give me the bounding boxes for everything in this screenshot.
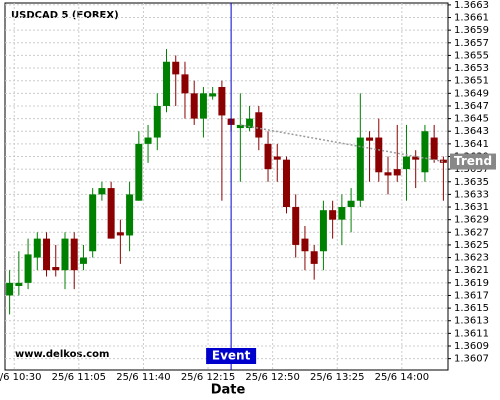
candle-body bbox=[384, 172, 392, 176]
candle-body bbox=[430, 137, 438, 160]
candle-body bbox=[412, 156, 420, 160]
candle-body bbox=[61, 238, 69, 271]
candle-body bbox=[246, 118, 254, 129]
x-tick-label: 25/6 12:50 bbox=[245, 372, 299, 383]
candle-body bbox=[264, 143, 272, 170]
y-tick-label: 1.3609 bbox=[454, 341, 489, 352]
y-tick-label: 1.3627 bbox=[454, 227, 489, 238]
candle-body bbox=[6, 282, 14, 296]
x-tick-label: 25/6 13:25 bbox=[310, 372, 364, 383]
x-tick-label: 25/6 12:15 bbox=[181, 372, 235, 383]
candle-body bbox=[218, 87, 226, 116]
candle-body bbox=[375, 137, 383, 173]
candle-body bbox=[163, 61, 171, 106]
y-tick-label: 1.3653 bbox=[454, 63, 489, 74]
y-tick-label: 1.3625 bbox=[454, 240, 489, 251]
candle-body bbox=[310, 251, 318, 264]
candle-body bbox=[292, 207, 300, 245]
candle-body bbox=[190, 93, 198, 119]
candle-body bbox=[439, 159, 447, 163]
candle-body bbox=[356, 137, 364, 201]
y-tick-label: 1.3613 bbox=[454, 316, 489, 327]
y-tick-label: 1.3645 bbox=[454, 114, 489, 125]
candle-body bbox=[347, 200, 355, 208]
x-tick-label: 25/6 10:30 bbox=[0, 372, 41, 383]
watermark: www.delkos.com bbox=[15, 349, 109, 360]
candle-body bbox=[107, 188, 115, 239]
trend-label: Trend bbox=[454, 154, 492, 168]
x-tick-label: 25/6 11:05 bbox=[52, 372, 106, 383]
y-tick-label: 1.3651 bbox=[454, 76, 489, 87]
candle-body bbox=[181, 74, 189, 94]
y-tick-label: 1.3635 bbox=[454, 177, 489, 188]
candle-body bbox=[126, 194, 134, 236]
candle-body bbox=[393, 169, 401, 176]
y-tick-label: 1.3611 bbox=[454, 328, 489, 339]
candle-body bbox=[43, 238, 51, 271]
chart-title: USDCAD 5 (FOREX) bbox=[11, 10, 119, 21]
y-tick-label: 1.3659 bbox=[454, 25, 489, 36]
y-tick-label: 1.3617 bbox=[454, 290, 489, 301]
y-tick-label: 1.3663 bbox=[454, 0, 489, 11]
y-tick-label: 1.3641 bbox=[454, 139, 489, 150]
candle-body bbox=[255, 112, 263, 138]
y-tick-label: 1.3655 bbox=[454, 50, 489, 61]
y-tick-label: 1.3631 bbox=[454, 202, 489, 213]
y-tick-label: 1.3629 bbox=[454, 215, 489, 226]
plot-frame bbox=[4, 2, 449, 371]
candle-body bbox=[319, 210, 327, 252]
candle-body bbox=[282, 159, 290, 208]
candle-body bbox=[135, 143, 143, 201]
y-tick-label: 1.3623 bbox=[454, 253, 489, 264]
x-tick-label: 25/6 11:40 bbox=[116, 372, 170, 383]
candle-body bbox=[98, 188, 106, 195]
candle-body bbox=[24, 254, 32, 283]
candle-body bbox=[301, 238, 309, 252]
y-tick-label: 1.3615 bbox=[454, 303, 489, 314]
candle-body bbox=[144, 137, 152, 144]
candle-body bbox=[402, 156, 410, 170]
y-tick-label: 1.3619 bbox=[454, 278, 489, 289]
y-tick-label: 1.3607 bbox=[454, 354, 489, 365]
y-tick-label: 1.3633 bbox=[454, 189, 489, 200]
y-tick-label: 1.3647 bbox=[454, 101, 489, 112]
trend-label-box bbox=[450, 153, 496, 170]
y-tick-label: 1.3637 bbox=[454, 164, 489, 175]
candle-body bbox=[15, 282, 23, 286]
candle-body bbox=[116, 232, 124, 236]
x-tick-label: 25/6 14:00 bbox=[375, 372, 429, 383]
x-axis-label: Date bbox=[211, 383, 246, 398]
candle-body bbox=[338, 207, 346, 220]
candle-body bbox=[329, 210, 337, 220]
candle-body bbox=[33, 238, 41, 258]
candle-body bbox=[273, 156, 281, 160]
y-tick-label: 1.3661 bbox=[454, 13, 489, 24]
candle-body bbox=[199, 93, 207, 119]
candle-body bbox=[172, 61, 180, 75]
candle-body bbox=[79, 257, 87, 264]
y-tick-label: 1.3643 bbox=[454, 126, 489, 137]
candle-body bbox=[70, 238, 78, 271]
event-label-box bbox=[206, 348, 257, 364]
candle-body bbox=[153, 105, 161, 138]
candle-body bbox=[236, 124, 244, 129]
y-tick-label: 1.3621 bbox=[454, 265, 489, 276]
candle-body bbox=[52, 267, 60, 271]
candle-body bbox=[421, 131, 429, 173]
event-label: Event bbox=[212, 349, 251, 363]
candle-body bbox=[209, 93, 217, 97]
candle-body bbox=[89, 194, 97, 252]
candle-body bbox=[366, 137, 374, 141]
y-tick-label: 1.3649 bbox=[454, 88, 489, 99]
y-tick-label: 1.3657 bbox=[454, 38, 489, 49]
